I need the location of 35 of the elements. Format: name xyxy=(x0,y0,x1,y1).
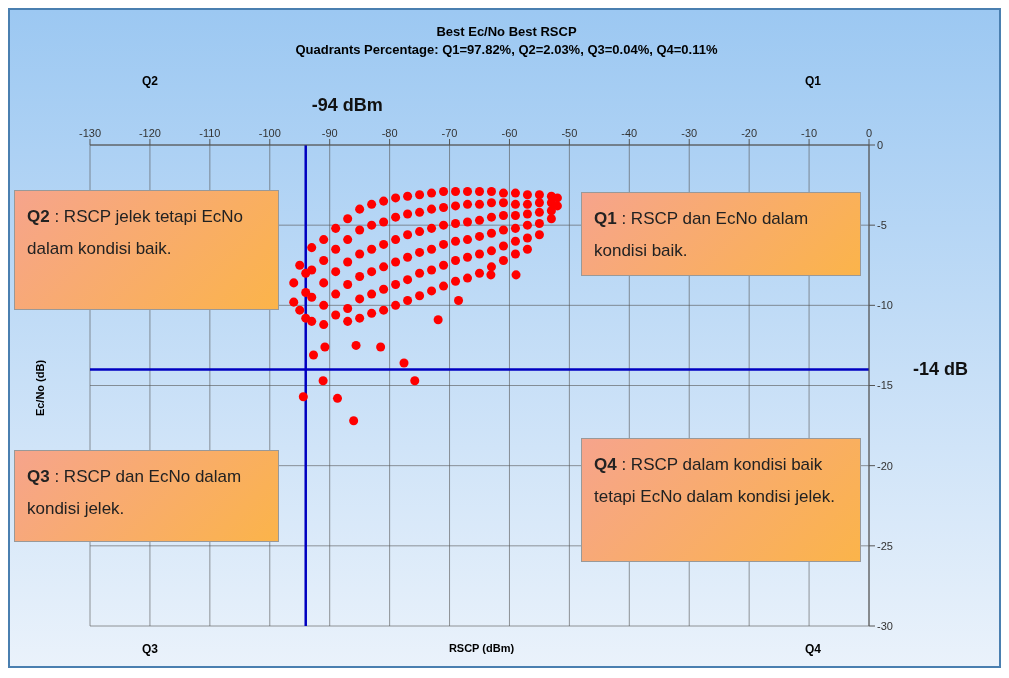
x-tick-label: -20 xyxy=(741,127,758,139)
text: Q4 xyxy=(804,642,822,656)
x-tick-label: -110 xyxy=(199,127,221,139)
y-tick-label: -30 xyxy=(877,619,893,632)
chart-title: Best Ec/No Best RSCP xyxy=(435,24,578,39)
x-tick-label: -120 xyxy=(138,127,161,139)
x-tick-label: -60 xyxy=(501,127,518,139)
note-box: Q4 : RSCP dalam kondisi baik tetapi EcNo dalam kondisi jelek. xyxy=(581,438,861,562)
x-tick-label: -130 xyxy=(78,127,102,139)
note-box: Q1 : RSCP dan EcNo dalam kondisi baik. xyxy=(581,192,861,276)
y-tick-label: 0 xyxy=(877,138,884,151)
x-tick-label: -70 xyxy=(441,127,458,139)
y-tick-label: -20 xyxy=(877,459,893,472)
x-tick-label: -50 xyxy=(561,127,578,139)
x-tick-label: 0 xyxy=(865,127,873,139)
y-tick-label: -25 xyxy=(877,539,893,552)
text: Q3 xyxy=(141,642,159,656)
y-tick-label: -5 xyxy=(877,219,887,232)
x-tick-label: -40 xyxy=(621,127,638,139)
x-tick-label: -10 xyxy=(801,127,818,139)
x-axis-title: RSCP (dBm) xyxy=(448,642,515,654)
x-tick-label: -90 xyxy=(321,127,338,139)
x-tick-label: -30 xyxy=(681,127,698,139)
chart-subtitle: Quadrants Percentage: Q1=97.82%, Q2=2.03%, Q3=0.04%, Q4=0.11% xyxy=(294,42,719,57)
text: Q2 xyxy=(141,74,159,88)
y-axis-title: Ec/No (dB) xyxy=(34,359,46,416)
note-box: Q3 : RSCP dan EcNo dalam kondisi jelek. xyxy=(14,450,279,542)
text: Q1 xyxy=(804,74,822,88)
x-tick-label: -100 xyxy=(258,127,281,139)
x-tick-label: -80 xyxy=(381,127,398,139)
y-tick-label: -15 xyxy=(877,379,893,392)
ref-line-label: -14 dB xyxy=(913,359,969,380)
note-box: Q2 : RSCP jelek tetapi EcNo dalam kondisi baik. xyxy=(14,190,279,310)
ref-line-label: -94 dBm xyxy=(311,95,383,115)
y-tick-label: -10 xyxy=(877,299,893,312)
